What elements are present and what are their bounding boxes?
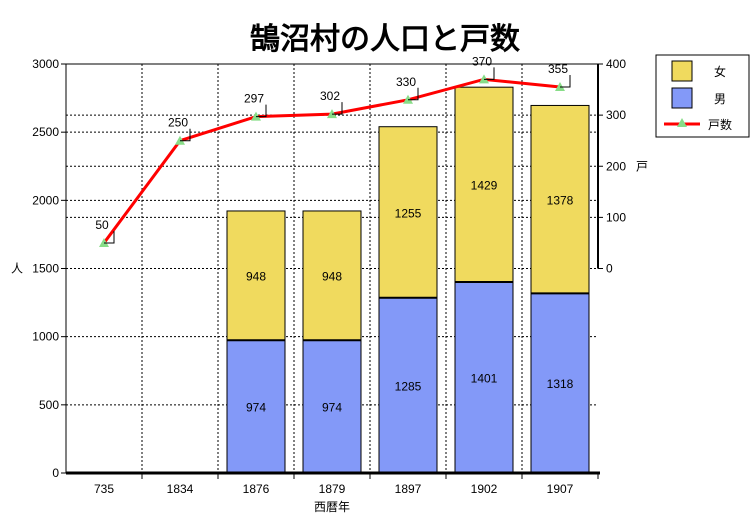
legend-label-line: 戸数	[708, 117, 732, 132]
legend-marker	[677, 118, 687, 127]
y2-tick-label: 400	[606, 57, 626, 71]
y-axis-label: 人	[11, 262, 23, 276]
x-tick-label: 1897	[395, 482, 422, 496]
data-label-leader	[408, 87, 419, 101]
data-label-leader	[180, 128, 191, 142]
x-tick-label: 1907	[547, 482, 574, 496]
bar-label-male: 1401	[471, 371, 498, 385]
data-label-leader	[256, 104, 267, 118]
y2-tick-label: 200	[606, 159, 626, 173]
data-label-leader	[332, 102, 343, 115]
x-axis-label: 西暦年	[314, 500, 350, 514]
bar-label-female: 1255	[395, 206, 422, 220]
x-tick-label: 1834	[167, 482, 194, 496]
legend-swatch-male	[671, 87, 693, 109]
y2-axis-label: 戸	[636, 159, 648, 173]
y-tick-label: 2000	[32, 193, 59, 207]
y2-tick-label: 300	[606, 108, 626, 122]
bar-label-female: 948	[246, 270, 266, 284]
y2-tick-label: 0	[606, 262, 613, 276]
bar-female	[454, 86, 514, 283]
x-tick-label: 1876	[243, 482, 270, 496]
line-data-label: 50	[95, 218, 109, 232]
line-data-label: 302	[320, 89, 340, 103]
legend-label-female: 女	[714, 64, 726, 79]
bar-female	[530, 104, 590, 294]
legend-label-male: 男	[714, 92, 726, 106]
bar-label-male: 974	[322, 401, 342, 415]
bar-label-male: 974	[246, 401, 266, 415]
data-label-leader	[104, 230, 115, 244]
bar-male	[530, 292, 590, 474]
legend-swatch-female	[671, 60, 693, 82]
y-tick-label: 2500	[32, 125, 59, 139]
bar-male	[454, 281, 514, 474]
bar-label-female: 948	[322, 270, 342, 284]
y-tick-label: 3000	[32, 57, 59, 71]
bar-label-female: 1378	[547, 193, 574, 207]
line-data-label: 297	[244, 92, 264, 106]
x-tick-label: 1879	[319, 482, 346, 496]
y-tick-label: 1500	[32, 262, 59, 276]
y2-tick-label: 100	[606, 210, 626, 224]
bar-label-female: 1429	[471, 179, 498, 193]
y-tick-label: 500	[39, 398, 59, 412]
line-data-label: 250	[168, 116, 188, 130]
data-label-leader	[484, 67, 495, 80]
x-tick-label: 735	[94, 482, 114, 496]
line-data-label: 355	[548, 62, 568, 76]
line-data-label: 330	[396, 75, 416, 89]
chart-title: 鵠沼村の人口と戸数	[250, 23, 520, 56]
y-tick-label: 0	[52, 466, 59, 480]
y-tick-label: 1000	[32, 330, 59, 344]
bar-female	[226, 210, 286, 341]
bar-female	[378, 126, 438, 299]
bar-male	[302, 339, 362, 474]
bar-label-male: 1285	[395, 379, 422, 393]
line-data-label: 370	[472, 54, 492, 68]
bar-male	[378, 297, 438, 474]
x-tick-label: 1902	[471, 482, 498, 496]
data-label-leader	[560, 75, 571, 88]
bar-female	[302, 210, 362, 341]
bar-label-male: 1318	[547, 377, 574, 391]
